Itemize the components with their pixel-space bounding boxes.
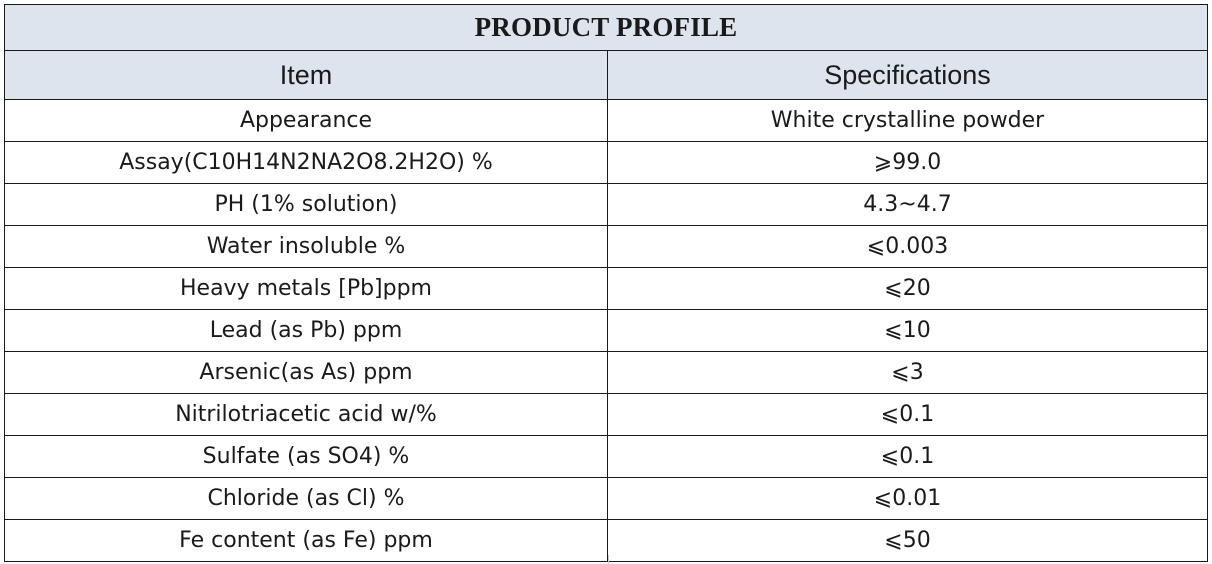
column-header-specifications: Specifications bbox=[607, 50, 1208, 100]
table-row: Chloride (as Cl) % ⩽0.01 bbox=[4, 477, 1208, 520]
spec-cell: ⩽3 bbox=[607, 351, 1208, 394]
item-cell: Appearance bbox=[4, 99, 608, 142]
item-cell: Chloride (as Cl) % bbox=[4, 477, 608, 520]
table-row: Heavy metals [Pb]ppm ⩽20 bbox=[4, 267, 1208, 310]
page-edge-mark bbox=[608, 555, 609, 564]
item-cell: Nitrilotriacetic acid w/% bbox=[4, 393, 608, 436]
table-row: Lead (as Pb) ppm ⩽10 bbox=[4, 309, 1208, 352]
spec-cell: ⩽0.1 bbox=[607, 435, 1208, 478]
spec-cell: White crystalline powder bbox=[607, 99, 1208, 142]
product-profile-table: PRODUCT PROFILE Item Specifications Appe… bbox=[4, 4, 1208, 562]
column-header-item: Item bbox=[4, 50, 608, 100]
item-cell: PH (1% solution) bbox=[4, 183, 608, 226]
table-row: PH (1% solution) 4.3~4.7 bbox=[4, 183, 1208, 226]
item-cell: Water insoluble % bbox=[4, 225, 608, 268]
spec-cell: ⩽0.1 bbox=[607, 393, 1208, 436]
item-cell: Sulfate (as SO4) % bbox=[4, 435, 608, 478]
item-cell: Assay(C10H14N2NA2O8.2H2O) % bbox=[4, 141, 608, 184]
table-row: Sulfate (as SO4) % ⩽0.1 bbox=[4, 435, 1208, 478]
item-cell: Arsenic(as As) ppm bbox=[4, 351, 608, 394]
column-header-row: Item Specifications bbox=[4, 50, 1208, 100]
table-row: Appearance White crystalline powder bbox=[4, 99, 1208, 142]
table-row: Water insoluble % ⩽0.003 bbox=[4, 225, 1208, 268]
table-title-row: PRODUCT PROFILE bbox=[4, 4, 1208, 51]
spec-cell: ⩽0.003 bbox=[607, 225, 1208, 268]
item-cell: Fe content (as Fe) ppm bbox=[4, 519, 608, 562]
table-row: Arsenic(as As) ppm ⩽3 bbox=[4, 351, 1208, 394]
spec-cell: ⩾99.0 bbox=[607, 141, 1208, 184]
item-cell: Lead (as Pb) ppm bbox=[4, 309, 608, 352]
spec-cell: ⩽50 bbox=[607, 519, 1208, 562]
item-cell: Heavy metals [Pb]ppm bbox=[4, 267, 608, 310]
spec-cell: ⩽0.01 bbox=[607, 477, 1208, 520]
spec-cell: 4.3~4.7 bbox=[607, 183, 1208, 226]
table-row: Assay(C10H14N2NA2O8.2H2O) % ⩾99.0 bbox=[4, 141, 1208, 184]
table-row: Nitrilotriacetic acid w/% ⩽0.1 bbox=[4, 393, 1208, 436]
table-row: Fe content (as Fe) ppm ⩽50 bbox=[4, 519, 1208, 562]
table-title: PRODUCT PROFILE bbox=[4, 4, 1208, 51]
spec-cell: ⩽10 bbox=[607, 309, 1208, 352]
spec-cell: ⩽20 bbox=[607, 267, 1208, 310]
